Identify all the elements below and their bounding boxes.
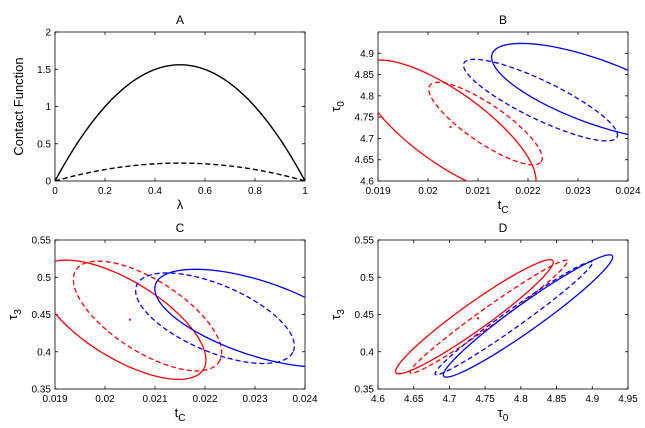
x-tick-label: 0.6 <box>198 186 212 197</box>
x-tick-label: 0 <box>52 186 58 197</box>
panel-c-frame <box>54 239 306 390</box>
y-tick-label: 0.5 <box>37 273 51 284</box>
center-point <box>128 318 132 321</box>
panel-a-xlabel: λ <box>177 197 184 212</box>
ellipse-blue-dashed <box>462 58 619 142</box>
x-tick-label: 0.021 <box>465 186 490 197</box>
x-tick-label: 0.022 <box>515 186 540 197</box>
center-point <box>449 125 452 129</box>
x-tick-label: 4.75 <box>475 394 495 405</box>
series-solid-line <box>55 64 305 181</box>
x-tick-label: 0.019 <box>42 394 67 405</box>
center-point <box>476 317 480 320</box>
panel-a-frame <box>54 31 306 182</box>
x-tick-label: 0.2 <box>98 186 112 197</box>
x-tick-label: 0.4 <box>148 186 162 197</box>
y-tick-label: 4.85 <box>355 70 375 81</box>
y-tick-label: 0.5 <box>360 273 374 284</box>
y-tick-label: 4.75 <box>355 113 375 124</box>
y-tick-label: 4.9 <box>360 49 374 60</box>
panel-b-frame <box>377 31 629 182</box>
x-tick-label: 0.021 <box>142 394 167 405</box>
ellipse-red-solid <box>55 259 207 381</box>
ellipse-blue-solid <box>442 254 614 378</box>
y-tick-label: 1 <box>45 102 51 113</box>
panel-d-title: D <box>499 221 508 235</box>
ellipse-blue-dashed <box>134 272 296 365</box>
ellipse-red-dashed <box>72 260 223 372</box>
panel-c-ylabel: τ3 <box>5 309 24 320</box>
y-tick-label: 0.35 <box>32 385 52 396</box>
x-tick-label: 0.023 <box>565 186 590 197</box>
ellipse-blue-dashed <box>434 261 594 376</box>
panel-c: 0.019 0.02 0.021 0.022 0.023 0.024 0.35 0.4 0.45… <box>5 221 318 424</box>
ellipse-red-solid <box>378 59 537 181</box>
y-tick-label: 0.35 <box>355 385 375 396</box>
panel-b-xlabel: tC <box>498 197 509 216</box>
panel-d-ylabel: τ3 <box>328 309 347 320</box>
panel-b-ylabel: τ0 <box>328 101 347 112</box>
panel-c-title: C <box>176 221 185 235</box>
x-tick-label: 4.7 <box>442 394 456 405</box>
panel-b-plot-area <box>378 42 628 181</box>
y-tick-label: 4.65 <box>355 155 375 166</box>
y-tick-label: 2 <box>45 28 51 39</box>
x-tick-label: 4.9 <box>585 394 599 405</box>
y-tick-label: 0 <box>45 177 51 188</box>
x-tick-label: 0.024 <box>615 186 640 197</box>
x-tick-label: 1 <box>302 186 308 197</box>
y-tick-label: 1.5 <box>37 65 51 76</box>
panel-d-xlabel: τ0 <box>498 405 509 424</box>
ellipse-red-dashed <box>409 259 569 374</box>
ellipse-blue-solid <box>154 268 305 368</box>
y-tick-label: 4.6 <box>360 177 374 188</box>
x-tick-label: 0.019 <box>365 186 390 197</box>
panel-a-ylabel: Contact Function <box>11 57 26 155</box>
y-tick-label: 0.5 <box>37 139 51 150</box>
y-tick-label: 0.45 <box>355 310 375 321</box>
x-tick-label: 4.85 <box>547 394 567 405</box>
y-tick-label: 0.45 <box>32 310 52 321</box>
x-tick-label: 0.02 <box>95 394 115 405</box>
x-tick-label: 4.95 <box>618 394 638 405</box>
panel-b: 0.019 0.02 0.021 0.022 0.023 0.024 4.6 4.65 4.7 4… <box>328 13 641 216</box>
x-tick-label: 0.023 <box>242 394 267 405</box>
y-tick-label: 4.8 <box>360 91 374 102</box>
panel-b-title: B <box>499 13 507 27</box>
panel-c-plot-area <box>55 259 305 381</box>
x-tick-label: 0.8 <box>248 186 262 197</box>
panel-d: 4.6 4.65 4.7 4.75 4.8 4.85 4.9 4.95 0.35 0.4 0.45 0… <box>328 221 638 424</box>
y-tick-label: 0.4 <box>360 347 374 358</box>
x-tick-label: 4.65 <box>404 394 424 405</box>
panel-a: 0 0.2 0.4 0.6 0.8 1 0 0.5 1 1.5 2 Aλ Contact Functio… <box>11 13 308 212</box>
x-tick-label: 4.6 <box>371 394 385 405</box>
panel-a-title: A <box>176 13 184 27</box>
y-tick-label: 0.55 <box>355 236 375 247</box>
x-tick-label: 0.024 <box>292 394 317 405</box>
series-dashed-line <box>55 162 305 181</box>
y-tick-label: 0.55 <box>32 236 52 247</box>
x-tick-label: 4.8 <box>514 394 528 405</box>
y-tick-label: 0.4 <box>37 347 51 358</box>
panel-a-plot-area <box>55 64 305 181</box>
panel-d-plot-area <box>394 254 614 378</box>
x-tick-label: 0.022 <box>192 394 217 405</box>
ellipse-red-solid <box>394 259 554 375</box>
x-tick-label: 0.02 <box>418 186 438 197</box>
y-tick-label: 4.7 <box>360 134 374 145</box>
panel-c-xlabel: tC <box>175 405 186 424</box>
ellipse-blue-solid <box>490 42 628 136</box>
ellipse-red-dashed <box>428 81 543 166</box>
